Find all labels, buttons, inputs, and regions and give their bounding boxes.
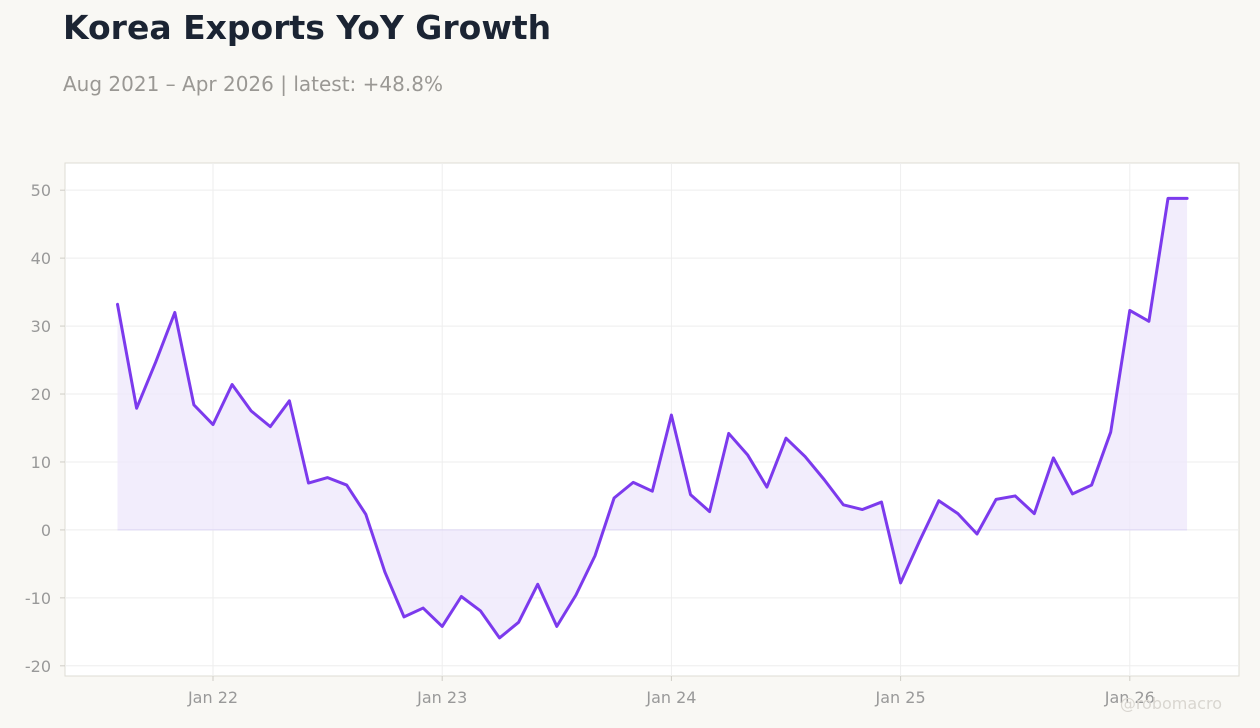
data-point xyxy=(326,476,329,479)
data-point xyxy=(861,508,864,511)
data-point xyxy=(173,311,176,314)
data-point xyxy=(383,571,386,574)
data-point xyxy=(479,609,482,612)
data-point xyxy=(231,383,234,386)
data-point xyxy=(536,583,539,586)
data-point xyxy=(995,498,998,501)
data-point xyxy=(422,607,425,610)
x-tick-label: Jan 26 xyxy=(1104,688,1155,707)
x-tick-label: Jan 25 xyxy=(875,688,926,707)
data-point xyxy=(765,486,768,489)
data-point xyxy=(212,423,215,426)
data-point xyxy=(1014,494,1017,497)
data-point xyxy=(880,501,883,504)
x-tick-label: Jan 22 xyxy=(187,688,238,707)
data-point xyxy=(517,621,520,624)
data-point xyxy=(937,499,940,502)
data-point xyxy=(956,512,959,515)
data-point xyxy=(307,482,310,485)
data-point xyxy=(976,532,979,535)
data-point xyxy=(574,594,577,597)
data-point xyxy=(498,636,501,639)
data-point xyxy=(804,455,807,458)
y-tick-label: 40 xyxy=(31,249,51,268)
data-point xyxy=(899,581,902,584)
data-point xyxy=(708,510,711,513)
data-point xyxy=(345,484,348,487)
y-tick-label: 20 xyxy=(31,385,51,404)
data-point xyxy=(632,481,635,484)
data-point xyxy=(364,513,367,516)
data-point xyxy=(918,539,921,542)
data-point xyxy=(594,554,597,557)
data-point xyxy=(1128,309,1131,312)
data-point xyxy=(1033,512,1036,515)
data-point xyxy=(1071,492,1074,495)
data-point xyxy=(555,625,558,628)
data-point xyxy=(842,503,845,506)
data-point xyxy=(785,437,788,440)
y-tick-label: 0 xyxy=(41,521,51,540)
y-tick-label: -20 xyxy=(25,657,51,676)
x-tick-label: Jan 23 xyxy=(416,688,467,707)
data-point xyxy=(250,410,253,413)
watermark: @robomacro xyxy=(1119,694,1222,713)
data-point xyxy=(823,478,826,481)
y-tick-label: 10 xyxy=(31,453,51,472)
data-point xyxy=(1147,320,1150,323)
data-point xyxy=(1109,431,1112,434)
y-tick-label: 50 xyxy=(31,181,51,200)
data-point xyxy=(613,496,616,499)
data-point xyxy=(1167,197,1170,200)
data-point xyxy=(460,595,463,598)
data-point xyxy=(1090,484,1093,487)
data-point xyxy=(689,493,692,496)
data-point xyxy=(1052,456,1055,459)
data-point xyxy=(288,399,291,402)
data-point xyxy=(1186,197,1189,200)
y-tick-label: 30 xyxy=(31,317,51,336)
data-point xyxy=(441,625,444,628)
data-point xyxy=(651,490,654,493)
data-point xyxy=(154,361,157,364)
data-point xyxy=(403,615,406,618)
series-line xyxy=(116,196,1189,640)
data-point xyxy=(116,303,119,306)
chart-title: Korea Exports YoY Growth xyxy=(63,8,552,47)
y-tick-label: -10 xyxy=(25,589,51,608)
data-point xyxy=(192,403,195,406)
data-point xyxy=(670,414,673,417)
data-point xyxy=(135,407,138,410)
data-point xyxy=(746,454,749,457)
chart-subtitle: Aug 2021 – Apr 2026 | latest: +48.8% xyxy=(63,72,443,96)
data-point xyxy=(269,425,272,428)
data-point xyxy=(727,432,730,435)
x-tick-label: Jan 24 xyxy=(645,688,696,707)
